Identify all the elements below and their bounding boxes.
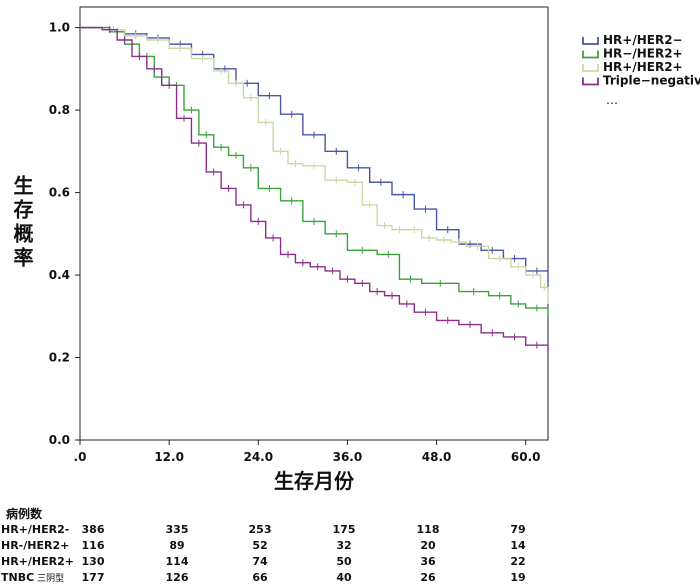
y-tick-label: 0.8 (49, 103, 70, 117)
risk-cell: 14 (510, 539, 526, 552)
risk-cell: 114 (165, 555, 189, 568)
plot-frame (79, 6, 549, 441)
risk-row-label: TNBC 三阴型 (1, 571, 64, 584)
legend-swatch (582, 77, 599, 86)
risk-cell: 386 (81, 523, 105, 536)
risk-cell: 40 (336, 571, 352, 584)
km-survival-chart: 0.0 0.2 0.4 0.6 0.8 1.0 .0 12.0 24.0 36.0 48.0 60.0… (10, 6, 700, 493)
risk-cell: 36 (420, 555, 436, 568)
x-tick-label: 24.0 (243, 450, 273, 464)
x-tick-label: 48.0 (422, 450, 452, 464)
risk-cell: 177 (81, 571, 105, 584)
y-tick-label: 0.6 (49, 186, 70, 200)
risk-cell: 116 (81, 539, 105, 552)
risk-cell: 20 (420, 539, 436, 552)
y-tick-label: 1.0 (49, 21, 70, 35)
x-tick-label: 36.0 (333, 450, 363, 464)
risk-cell: 74 (252, 555, 268, 568)
risk-cell: 175 (332, 523, 356, 536)
legend-label: HR+/HER2− (603, 33, 683, 47)
legend-swatch (582, 37, 599, 45)
x-axis-title: 生存月份 (274, 469, 355, 493)
risk-cell: 118 (416, 523, 440, 536)
risk-cell: 26 (420, 571, 436, 584)
risk-cell: 66 (252, 571, 268, 584)
plot-area: 0.0 0.2 0.4 0.6 0.8 1.0 .0 12.0 24.0 36.0 48.0 60.0 (49, 6, 549, 464)
risk-cell: 32 (336, 539, 352, 552)
legend-label: Triple−negative (603, 74, 700, 88)
y-axis-title: 生存概率 (10, 175, 34, 271)
legend-label: HR+/HER2+ (603, 60, 683, 74)
legend-swatch (582, 64, 599, 72)
risk-cell: 253 (248, 523, 272, 536)
risk-row-label: HR+/HER2- (1, 523, 70, 536)
risk-table-title: 病例数 (6, 507, 43, 521)
legend-label: HR−/HER2+ (603, 47, 683, 61)
x-tick-label: 60.0 (511, 450, 541, 464)
series-line-hr-her2 (80, 26, 549, 317)
y-tick-label: 0.2 (49, 351, 70, 365)
risk-cell: 22 (510, 555, 526, 568)
risk-cell: 335 (165, 523, 189, 536)
legend-swatch (582, 50, 599, 59)
x-tick-label: .0 (74, 450, 87, 464)
risk-row-sublabel: 三阴型 (37, 574, 65, 584)
risk-row-label: HR+/HER2+ (1, 555, 74, 568)
series-line-triple-negative (80, 26, 549, 354)
risk-row-hr-pos-her2-pos: HR+/HER2+ 130 114 74 50 36 22 (0, 555, 700, 571)
risk-cell: 19 (510, 571, 526, 584)
risk-cell: 130 (81, 555, 105, 568)
legend: HR+/HER2−HR−/HER2+HR+/HER2+Triple−negati… (582, 33, 700, 107)
risk-cell: 79 (510, 523, 526, 536)
series-line-hr-her2 (80, 26, 549, 284)
risk-row-tnbc: TNBC 三阴型 177 126 66 40 26 19 (0, 571, 700, 587)
risk-cell: 126 (165, 571, 189, 584)
y-tick-label: 0.4 (49, 268, 70, 282)
legend-more-indicator: … (606, 93, 618, 107)
risk-cell: 89 (169, 539, 185, 552)
risk-cell: 52 (252, 539, 268, 552)
x-tick-label: 12.0 (154, 450, 184, 464)
risk-cell: 50 (336, 555, 352, 568)
y-tick-label: 0.0 (49, 433, 70, 447)
risk-row-label-text: TNBC (1, 571, 35, 584)
risk-row-label: HR-/HER2+ (1, 539, 70, 552)
risk-row-hr-pos-her2-neg: HR+/HER2- 386 335 253 175 118 79 (0, 523, 700, 539)
risk-row-hr-neg-her2-pos: HR-/HER2+ 116 89 52 32 20 14 (0, 539, 700, 555)
